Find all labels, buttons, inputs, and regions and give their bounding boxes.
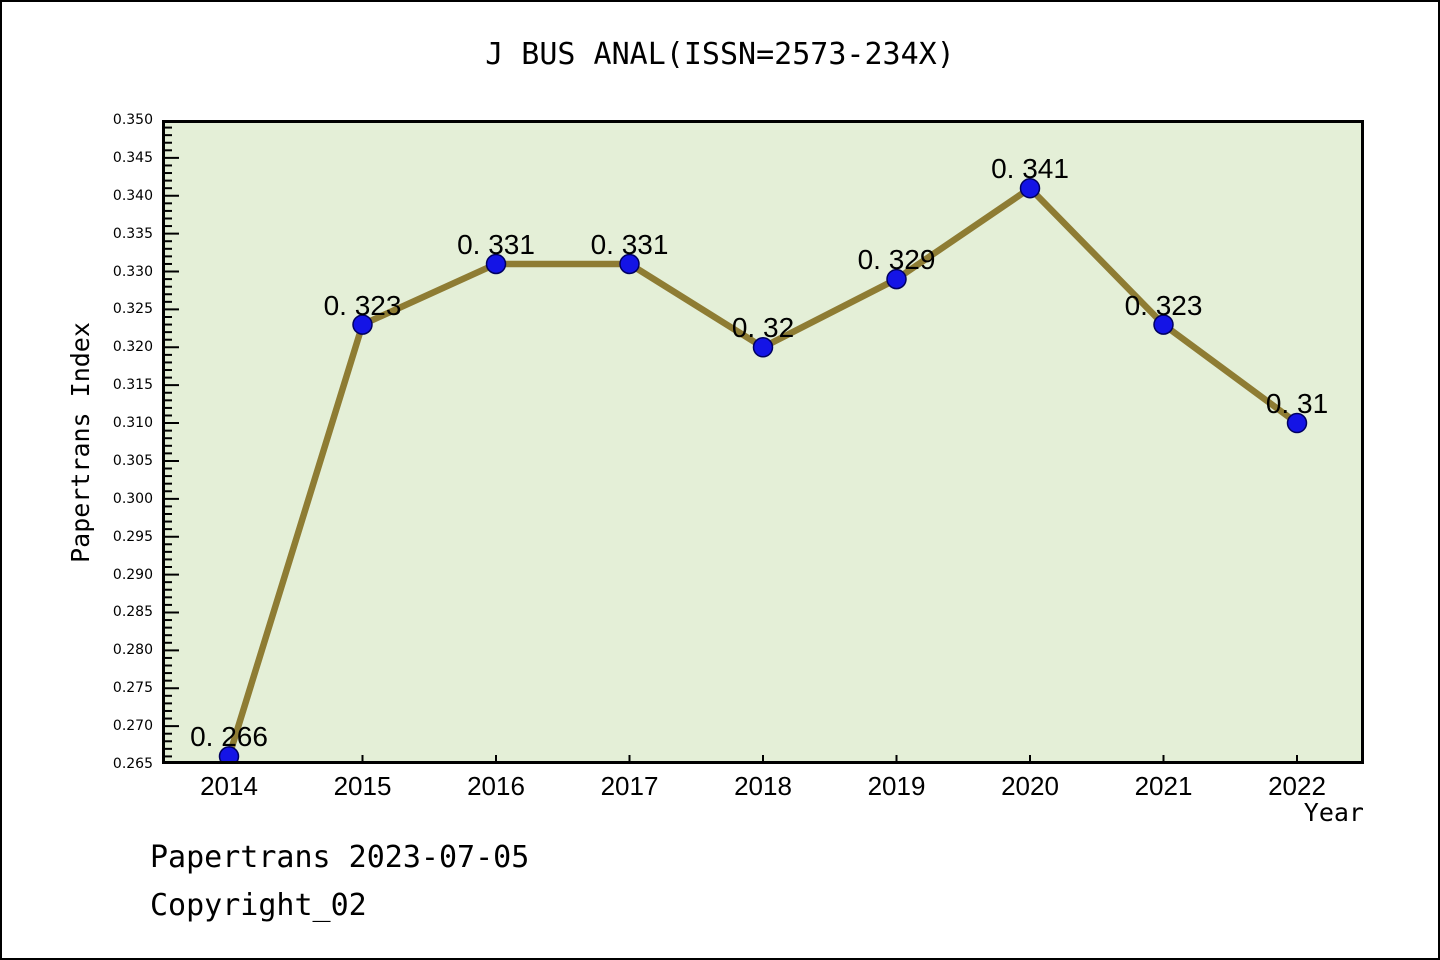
y-tick-label: 0.325 bbox=[112, 301, 153, 318]
x-tick-label: 2015 bbox=[333, 771, 392, 801]
y-tick-label: 0.315 bbox=[112, 377, 153, 394]
data-point bbox=[886, 268, 907, 290]
data-point bbox=[1153, 314, 1174, 335]
x-tick-label: 2016 bbox=[467, 771, 525, 801]
x-axis-title: Year bbox=[1303, 798, 1364, 827]
point-value-label: 0. 31 bbox=[1265, 388, 1329, 420]
y-tick-label: 0.350 bbox=[112, 112, 153, 128]
y-tick-label: 0.330 bbox=[112, 263, 153, 280]
y-tick-label: 0.290 bbox=[112, 566, 153, 583]
y-tick-label: 0.295 bbox=[112, 528, 153, 545]
y-tick-label: 0.345 bbox=[112, 149, 153, 166]
x-tick-label: 2018 bbox=[734, 771, 792, 801]
y-tick-label: 0.310 bbox=[112, 415, 153, 432]
y-tick-label: 0.265 bbox=[112, 756, 153, 772]
x-tick-label: 2022 bbox=[1268, 771, 1326, 801]
data-point bbox=[352, 314, 373, 335]
point-value-label: 0. 323 bbox=[1124, 289, 1203, 321]
point-value-label: 0. 323 bbox=[323, 289, 402, 321]
footer-copyright: Copyright_02 bbox=[150, 888, 367, 923]
plot-area bbox=[162, 120, 1364, 764]
x-tick-label: 2021 bbox=[1134, 771, 1193, 801]
y-tick-label: 0.275 bbox=[112, 680, 153, 697]
line-chart-svg bbox=[162, 120, 1364, 764]
y-tick-label: 0.340 bbox=[112, 187, 153, 204]
y-tick-label: 0.335 bbox=[112, 225, 153, 242]
y-axis-title: Papertrans Index bbox=[60, 120, 100, 764]
x-tick-label: 2014 bbox=[200, 771, 258, 801]
point-value-label: 0. 331 bbox=[457, 228, 535, 260]
point-value-label: 0. 341 bbox=[991, 153, 1069, 185]
point-value-label: 0. 329 bbox=[857, 244, 936, 276]
data-point bbox=[485, 253, 507, 275]
data-point bbox=[218, 746, 240, 764]
point-value-label: 0. 32 bbox=[731, 312, 795, 344]
point-value-label: 0. 331 bbox=[590, 228, 669, 260]
data-point bbox=[1019, 177, 1041, 199]
y-tick-label: 0.280 bbox=[112, 642, 153, 659]
x-tick-label: 2020 bbox=[1001, 771, 1059, 801]
x-tick-label: 2017 bbox=[600, 771, 659, 801]
y-tick-label: 0.300 bbox=[112, 490, 153, 507]
data-point bbox=[619, 253, 640, 275]
chart-title: J BUS ANAL(ISSN=2573-234X) bbox=[485, 37, 955, 72]
y-tick-label: 0.320 bbox=[112, 339, 153, 356]
data-point bbox=[1286, 412, 1308, 434]
point-value-label: 0. 266 bbox=[190, 721, 268, 753]
data-point bbox=[752, 337, 774, 358]
x-tick-label: 2019 bbox=[867, 771, 926, 801]
y-tick-label: 0.270 bbox=[112, 718, 153, 735]
y-tick-label: 0.285 bbox=[112, 604, 153, 621]
y-tick-label: 0.305 bbox=[112, 452, 153, 469]
footer-date: Papertrans 2023-07-05 bbox=[150, 840, 530, 875]
y-axis-title-text: Papertrans Index bbox=[65, 321, 95, 563]
